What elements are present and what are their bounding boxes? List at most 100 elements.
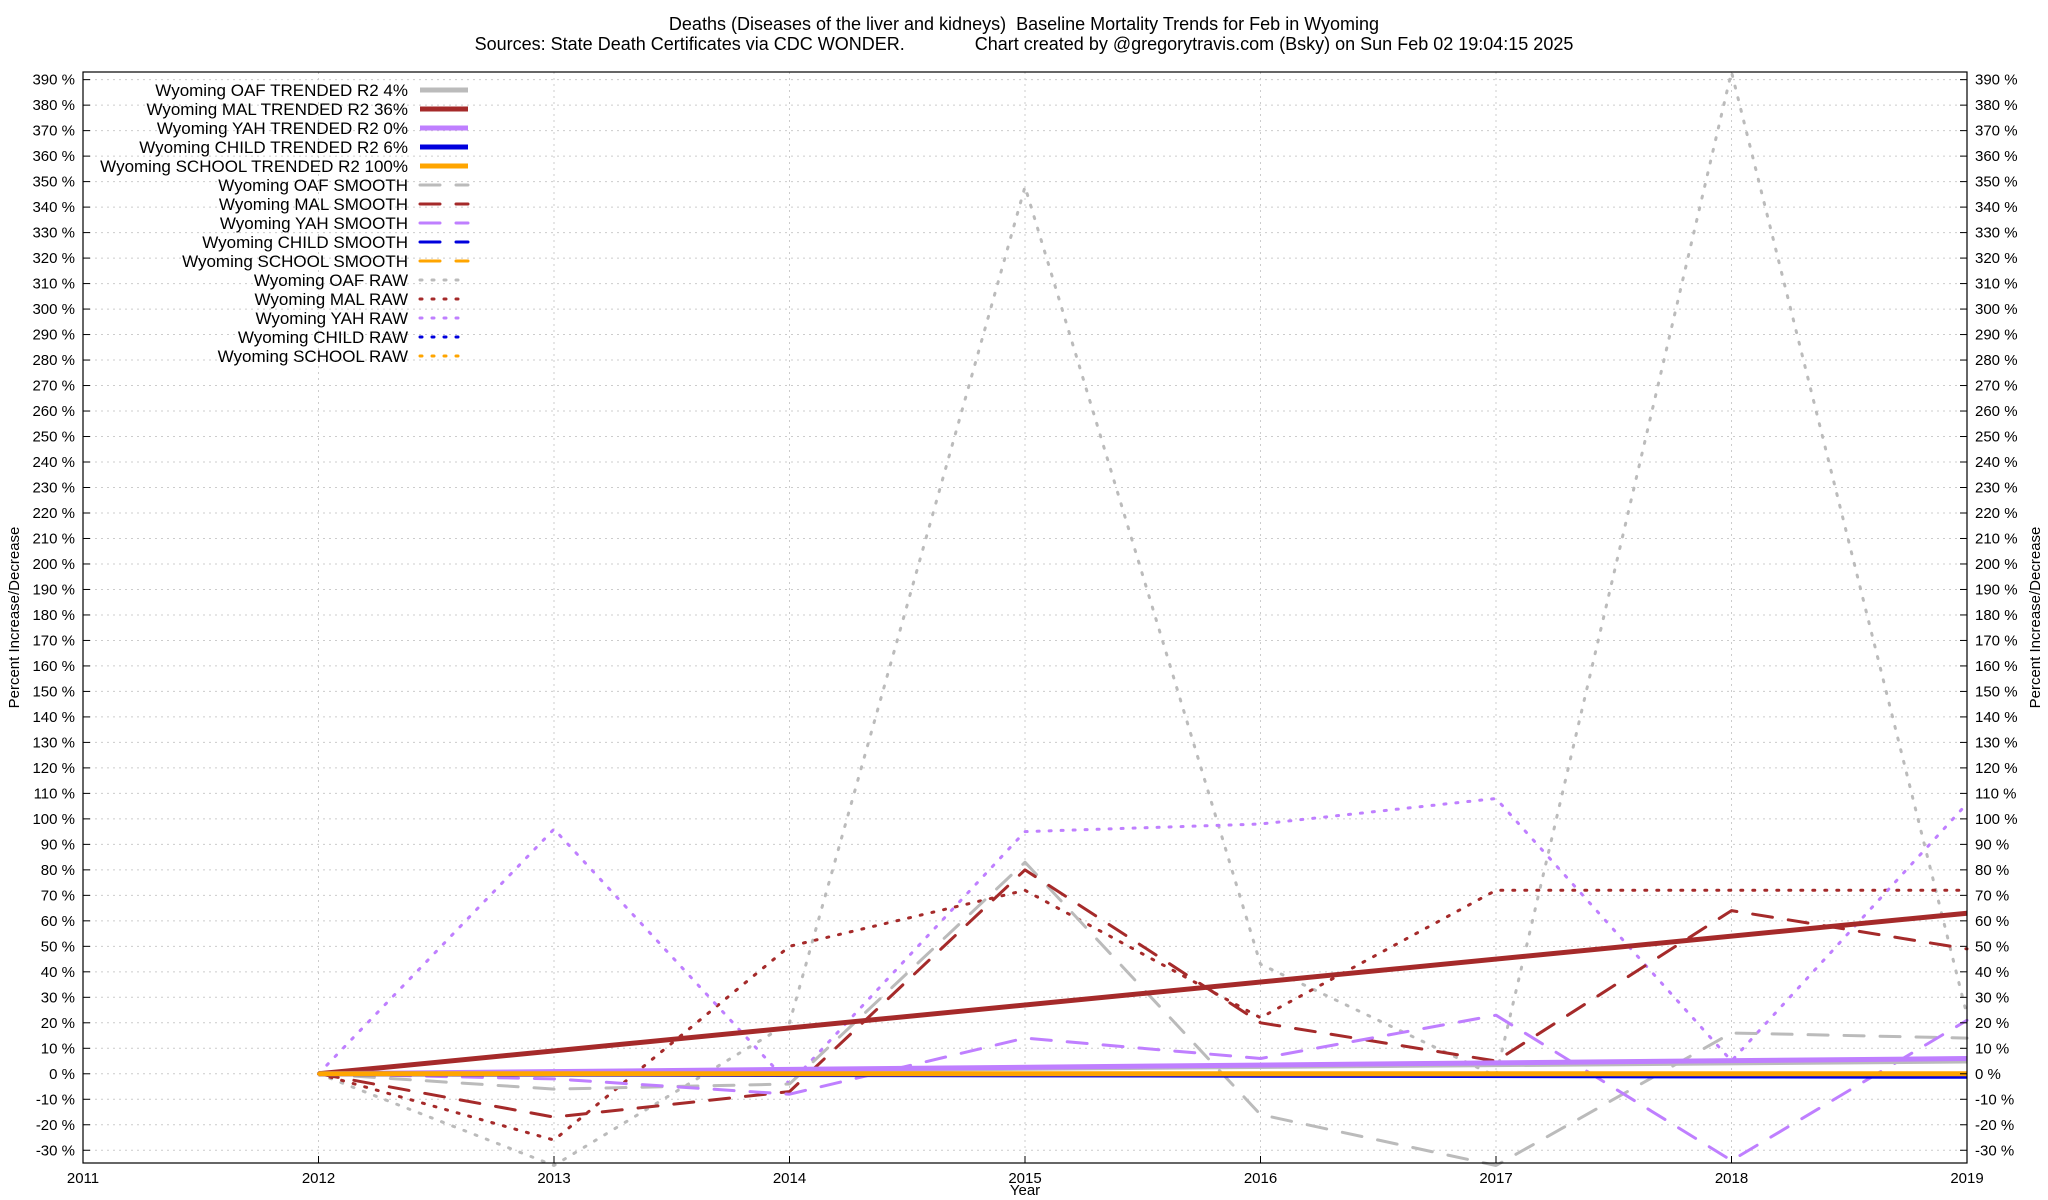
legend-label: Wyoming MAL SMOOTH	[219, 195, 408, 214]
y2-tick-label: 330 %	[1975, 225, 2018, 242]
grid-layer	[82, 72, 1968, 1163]
y2-tick-label: 160 %	[1975, 658, 2018, 675]
y2-tick-label: 50 %	[1975, 938, 2009, 955]
y-tick-label: 340 %	[32, 199, 75, 216]
chart-subtitle: Sources: State Death Certificates via CD…	[474, 34, 1574, 54]
y2-tick-label: 320 %	[1975, 250, 2018, 267]
y2-tick-label: 10 %	[1975, 1040, 2009, 1057]
legend-label: Wyoming CHILD SMOOTH	[202, 233, 408, 252]
legend-label: Wyoming YAH RAW	[255, 309, 408, 328]
y-tick-label: 290 %	[32, 327, 75, 344]
legend-label: Wyoming YAH TRENDED R2 0%	[157, 119, 408, 138]
y-tick-label: 20 %	[41, 1015, 75, 1032]
series-line-wyoming-mal-smooth	[317, 868, 1969, 1119]
y2-tick-label: 230 %	[1975, 479, 2018, 496]
chart-title: Deaths (Diseases of the liver and kidney…	[668, 14, 1380, 34]
y-tick-label: 80 %	[41, 862, 75, 879]
y2-tick-label: 90 %	[1975, 836, 2009, 853]
x-tick-label: 2013	[537, 1170, 570, 1187]
legend-label: Wyoming OAF RAW	[254, 271, 408, 290]
y2-tick-label: 390 %	[1975, 72, 2018, 89]
y-tick-label: 150 %	[32, 683, 75, 700]
y2-tick-label: 290 %	[1975, 327, 2018, 344]
y-tick-label: 360 %	[32, 148, 75, 165]
series-layer	[317, 70, 1969, 1167]
y-tick-label: 0 %	[49, 1066, 75, 1083]
y2-tick-label: -20 %	[1975, 1117, 2014, 1134]
series-line-wyoming-oaf-smooth	[317, 860, 1969, 1167]
y2-tick-label: -30 %	[1975, 1142, 2014, 1159]
y-tick-label: 270 %	[32, 378, 75, 395]
y-tick-label: 180 %	[32, 607, 75, 624]
y-tick-label: 130 %	[32, 734, 75, 751]
y-tick-label: 190 %	[32, 581, 75, 598]
y2-tick-label: 280 %	[1975, 352, 2018, 369]
y2-tick-label: 30 %	[1975, 989, 2009, 1006]
y-tick-label: 250 %	[32, 429, 75, 446]
y-tick-label: 330 %	[32, 225, 75, 242]
y2-tick-label: 370 %	[1975, 123, 2018, 140]
series-line-wyoming-yah-trended-r2-0	[318, 1056, 1968, 1077]
y-tick-label: 110 %	[34, 785, 75, 802]
x-tick-label: 2018	[1715, 1170, 1748, 1187]
x-tick-label: 2015	[1008, 1170, 1041, 1187]
y-axis-title: Percent Increase/Decrease	[6, 527, 23, 709]
y-tick-label: -20 %	[36, 1117, 75, 1134]
y-tick-label: -10 %	[36, 1091, 75, 1108]
y-tick-label: -30 %	[36, 1142, 75, 1159]
y2-tick-label: 270 %	[1975, 378, 2018, 395]
y-tick-label: 260 %	[32, 403, 75, 420]
y2-tick-label: 60 %	[1975, 913, 2009, 930]
legend-label: Wyoming SCHOOL RAW	[218, 347, 408, 366]
y2-tick-label: 300 %	[1975, 301, 2018, 318]
y-tick-label: 170 %	[32, 632, 75, 649]
y-tick-label: 50 %	[41, 938, 75, 955]
legend-label: Wyoming CHILD RAW	[238, 328, 408, 347]
y-tick-label: 210 %	[32, 530, 75, 547]
y2-tick-label: 100 %	[1975, 811, 2018, 828]
series-line-wyoming-mal-trended-r2-36	[318, 910, 1968, 1077]
y-tick-label: 120 %	[32, 760, 75, 777]
series-line-wyoming-oaf-raw	[317, 70, 1969, 1167]
y-tick-label: 70 %	[41, 887, 75, 904]
legend-label: Wyoming OAF TRENDED R2 4%	[155, 81, 408, 100]
legend-label: Wyoming OAF SMOOTH	[218, 176, 408, 195]
y2-tick-label: 0 %	[1975, 1066, 2001, 1083]
legend-label: Wyoming SCHOOL TRENDED R2 100%	[100, 157, 408, 176]
y-tick-label: 100 %	[32, 811, 75, 828]
y2-tick-label: 260 %	[1975, 403, 2018, 420]
series-line-wyoming-yah-raw	[317, 797, 1969, 1086]
y-tick-label: 240 %	[32, 454, 75, 471]
y2-tick-label: 350 %	[1975, 174, 2018, 191]
y2-tick-label: 240 %	[1975, 454, 2018, 471]
y2-tick-label: 250 %	[1975, 429, 2018, 446]
x-tick-label: 2016	[1244, 1170, 1277, 1187]
legend-label: Wyoming MAL RAW	[255, 290, 409, 309]
y2-tick-label: -10 %	[1975, 1091, 2014, 1108]
y2-tick-label: 190 %	[1975, 581, 2018, 598]
y2-tick-label: 210 %	[1975, 530, 2018, 547]
y-tick-label: 40 %	[41, 964, 75, 981]
tick-layer: -30 % -30 % -20 % -20 % -10 % -10 % 0 % 0 % 10 %…	[32, 72, 2017, 1187]
y-tick-label: 10 %	[41, 1040, 75, 1057]
y2-tick-label: 170 %	[1975, 632, 2018, 649]
y-tick-label: 230 %	[32, 479, 75, 496]
x-tick-label: 2012	[302, 1170, 335, 1187]
y-tick-label: 140 %	[32, 709, 75, 726]
x-axis-title: Year	[1010, 1182, 1040, 1199]
legend-label: Wyoming YAH SMOOTH	[220, 214, 408, 233]
y-tick-label: 300 %	[32, 301, 75, 318]
y-tick-label: 200 %	[32, 556, 75, 573]
legend-label: Wyoming MAL TRENDED R2 36%	[146, 100, 408, 119]
x-tick-label: 2019	[1950, 1170, 1983, 1187]
y2-tick-label: 130 %	[1975, 734, 2018, 751]
legend-label: Wyoming SCHOOL SMOOTH	[182, 252, 408, 271]
y-tick-label: 350 %	[32, 174, 75, 191]
y-tick-label: 320 %	[32, 250, 75, 267]
y2-tick-label: 150 %	[1975, 683, 2018, 700]
y-tick-label: 90 %	[41, 836, 75, 853]
y-tick-label: 280 %	[32, 352, 75, 369]
y2-tick-label: 40 %	[1975, 964, 2009, 981]
y2-tick-label: 220 %	[1975, 505, 2018, 522]
